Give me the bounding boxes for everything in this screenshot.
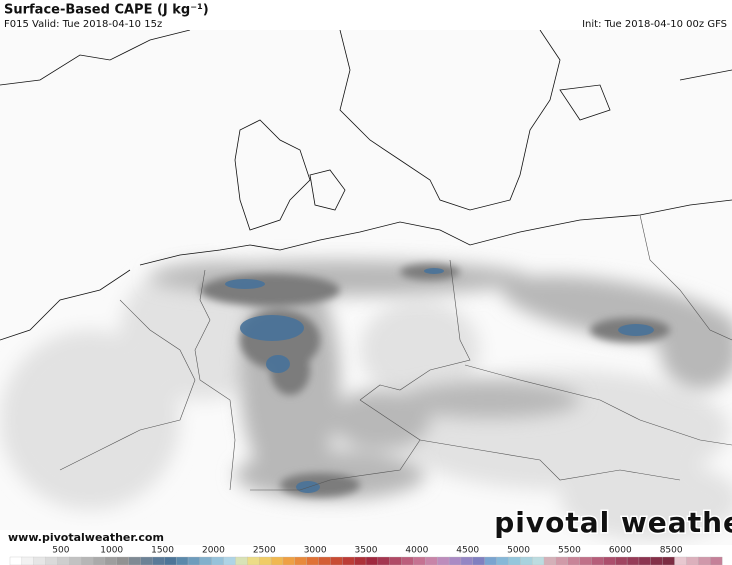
colorbar-swatch bbox=[615, 556, 628, 565]
coastlines bbox=[0, 30, 732, 341]
colorbar-label: 6000 bbox=[609, 546, 632, 556]
colorbar-label: 500 bbox=[52, 546, 69, 556]
colorbar-swatch bbox=[235, 556, 248, 565]
colorbar-swatch bbox=[484, 556, 497, 565]
colorbar-swatch bbox=[342, 556, 355, 565]
colorbar-swatch bbox=[199, 556, 213, 565]
colorbar-swatch bbox=[247, 556, 260, 565]
colorbar-swatch bbox=[175, 556, 189, 565]
colorbar-swatch bbox=[448, 556, 462, 565]
colorbar-swatch bbox=[638, 556, 652, 565]
colorbar-swatch bbox=[21, 556, 35, 565]
colorbar-swatch bbox=[389, 556, 403, 565]
colorbar-swatch bbox=[306, 556, 319, 565]
colorbar-swatch bbox=[603, 556, 616, 565]
colorbar-swatch bbox=[128, 556, 141, 565]
colorbar-swatch bbox=[520, 556, 533, 565]
colorbar-swatch bbox=[698, 556, 711, 565]
colorbar-swatch bbox=[401, 556, 414, 565]
colorbar-swatch bbox=[104, 556, 118, 565]
colorbar-label: 2500 bbox=[253, 546, 276, 556]
colorbar-label: 4000 bbox=[405, 546, 428, 556]
colorbar-swatch bbox=[187, 556, 201, 565]
colorbar-swatch bbox=[413, 556, 426, 565]
colorbar-swatch bbox=[650, 556, 664, 565]
init-time: Init: Tue 2018-04-10 00z GFS bbox=[582, 19, 727, 30]
colorbar-swatch bbox=[33, 556, 47, 565]
colorbar-swatch bbox=[496, 556, 509, 565]
colorbar-swatch bbox=[508, 556, 521, 565]
colorbar-label: 5000 bbox=[507, 546, 530, 556]
colorbar-swatch bbox=[626, 556, 640, 565]
colorbar-swatch bbox=[531, 556, 545, 565]
colorbar-swatch bbox=[152, 556, 165, 565]
colorbar-swatch bbox=[425, 556, 438, 565]
map: pivotal weather www.pivotalweather.com bbox=[0, 30, 732, 545]
colorbar-swatch bbox=[223, 556, 236, 565]
colorbar-swatch bbox=[259, 556, 272, 565]
colorbar-swatch bbox=[567, 556, 581, 565]
colorbar-swatch bbox=[164, 556, 177, 565]
cape-blue bbox=[225, 268, 654, 493]
colorbar-swatch bbox=[270, 556, 284, 565]
colorbar-swatch bbox=[437, 556, 450, 565]
colorbar-swatch bbox=[318, 556, 331, 565]
colorbar-swatch bbox=[460, 556, 474, 565]
colorbar-swatch bbox=[555, 556, 569, 565]
colorbar-label: 4500 bbox=[456, 546, 479, 556]
colorbar-swatch bbox=[709, 556, 723, 565]
colorbar-label: 3000 bbox=[304, 546, 327, 556]
colorbar-swatch bbox=[472, 556, 486, 565]
colorbar-swatch bbox=[116, 556, 130, 565]
colorbar-label: 1000 bbox=[100, 546, 123, 556]
colorbar-label: 3500 bbox=[355, 546, 378, 556]
colorbar-label: 8500 bbox=[660, 546, 683, 556]
colorbar-swatch bbox=[69, 556, 82, 565]
valid-time: F015 Valid: Tue 2018-04-10 15z bbox=[4, 19, 162, 30]
title: Surface-Based CAPE (J kg⁻¹) bbox=[4, 3, 209, 18]
colorbar-label: 5500 bbox=[558, 546, 581, 556]
logo: pivotal weather bbox=[494, 506, 732, 539]
colorbar-label: 2000 bbox=[202, 546, 225, 556]
colorbar-swatch bbox=[662, 556, 675, 565]
colorbar-swatch bbox=[674, 556, 687, 565]
colorbar-label: 1500 bbox=[151, 546, 174, 556]
colorbar-swatch bbox=[282, 556, 296, 565]
colorbar-swatch bbox=[365, 556, 379, 565]
borders bbox=[59, 214, 732, 491]
colorbar-swatch bbox=[45, 556, 58, 565]
colorbar-swatch bbox=[377, 556, 391, 565]
colorbar-swatch bbox=[9, 556, 23, 565]
colorbar-swatch bbox=[353, 556, 367, 565]
colorbar-swatch bbox=[686, 556, 699, 565]
colorbar-swatch bbox=[330, 556, 343, 565]
colorbar-swatch bbox=[543, 556, 557, 565]
colorbar-swatch bbox=[57, 556, 70, 565]
colorbar-swatch bbox=[211, 556, 225, 565]
colorbar: 500 1000 1500 2000 2500 3000 3500 4000 4500 5000 5… bbox=[9, 546, 723, 565]
colorbar-swatch bbox=[591, 556, 604, 565]
source-url: www.pivotalweather.com bbox=[8, 531, 164, 544]
colorbar-swatch bbox=[294, 556, 308, 565]
colorbar-swatch bbox=[92, 556, 106, 565]
colorbar-swatch bbox=[140, 556, 153, 565]
colorbar-swatch bbox=[579, 556, 592, 565]
colorbar-swatch bbox=[81, 556, 94, 565]
